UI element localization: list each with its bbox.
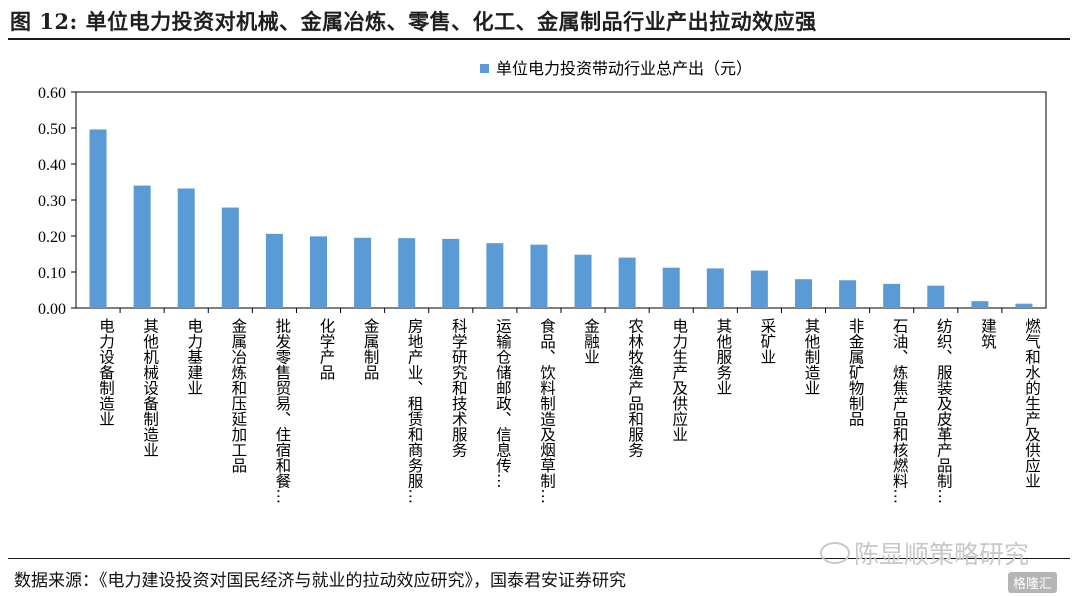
- bar: [618, 257, 636, 308]
- bar: [883, 283, 901, 308]
- watermark-text: 陈显顺策略研究: [854, 540, 1030, 569]
- bar: [750, 270, 768, 308]
- bar: [971, 301, 989, 308]
- bar: [89, 129, 107, 308]
- x-tick-label: 金属制品: [362, 318, 380, 381]
- bar: [177, 188, 195, 308]
- x-tick-label: 化学产品: [318, 318, 336, 381]
- y-tick-label: 0.10: [38, 265, 66, 282]
- y-tick-label: 0.60: [38, 85, 66, 102]
- x-tick-label: 采矿业: [758, 318, 776, 365]
- bar-chart: 0.00 0.10 0.20 0.30 0.40 0.50 0.60 电力设备制造业 其他机械设…: [38, 59, 1047, 504]
- x-tick-label: 电力生产及供应业: [670, 318, 688, 442]
- bar: [574, 254, 592, 308]
- x-tick-label: 食品、饮料制造及烟草制…: [538, 318, 556, 504]
- x-tick-label: 电力设备制造业: [97, 318, 115, 427]
- y-tick-label: 0.40: [38, 157, 66, 174]
- x-tick-label: 其他服务业: [714, 318, 732, 396]
- bar: [1015, 303, 1033, 308]
- x-tick-label: 农林牧渔产品和服务: [626, 318, 644, 459]
- y-tick-label: 0.00: [38, 301, 66, 318]
- y-tick-label: 0.50: [38, 121, 66, 138]
- x-tick-label: 批发零售贸易、住宿和餐…: [273, 318, 291, 504]
- x-tick-label: 科学研究和技术服务: [450, 318, 468, 459]
- x-tick-label: 其他制造业: [803, 318, 821, 396]
- bar: [442, 238, 460, 308]
- bar: [354, 237, 372, 308]
- plot-frame: [75, 91, 1047, 309]
- x-tick-label: 非金属矿物制品: [847, 318, 865, 427]
- bar: [221, 207, 239, 308]
- bar: [706, 268, 724, 308]
- bar: [398, 238, 416, 308]
- bar: [530, 244, 548, 308]
- bar: [265, 233, 283, 308]
- title-divider: [8, 38, 1070, 40]
- x-tick-label: 石油、炼焦产品和核燃料…: [891, 318, 909, 504]
- x-tick-label: 纺织、服装及皮革产品制…: [935, 318, 953, 504]
- bar: [662, 267, 680, 308]
- legend-label: 单位电力投资带动行业总产出（元）: [496, 59, 752, 78]
- x-tick-label: 燃气和水的生产及供应业: [1023, 318, 1041, 489]
- x-tick-label: 金属冶炼和压延加工品: [229, 318, 247, 474]
- bar: [839, 280, 857, 308]
- y-tick-label: 0.20: [38, 229, 66, 246]
- x-tick-label: 房地产业、租赁和商务服…: [406, 318, 424, 504]
- x-tick-label: 运输仓储邮政、信息传…: [494, 318, 512, 489]
- bar: [795, 279, 812, 308]
- bar: [486, 243, 504, 308]
- x-tick-label: 其他机械设备制造业: [141, 318, 159, 458]
- legend-swatch: [480, 64, 489, 73]
- x-tick-label: 电力基建业: [185, 318, 203, 396]
- bar: [133, 185, 151, 308]
- source-badge: 格隆汇: [1008, 572, 1058, 593]
- y-tick-label: 0.30: [38, 193, 66, 210]
- footer-divider: [8, 558, 1070, 559]
- bar: [927, 285, 945, 308]
- x-tick-label: 建筑: [979, 318, 997, 350]
- x-tick-label: 金融业: [582, 318, 600, 365]
- figure-title: 图 12: 单位电力投资对机械、金属冶炼、零售、化工、金属制品行业产出拉动效应强: [10, 9, 817, 34]
- wechat-icon: [820, 542, 850, 564]
- bar: [310, 236, 327, 308]
- watermark: 陈显顺策略研究: [820, 535, 1029, 571]
- source-note: 数据来源：《电力建设投资对国民经济与就业的拉动效应研究》，国泰君安证券研究: [14, 571, 626, 591]
